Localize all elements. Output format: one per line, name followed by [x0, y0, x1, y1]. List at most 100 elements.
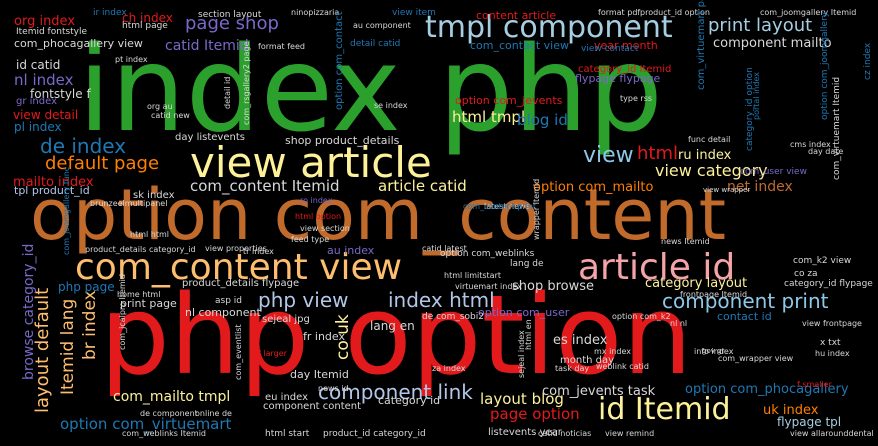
word-cloud-term: product_details category_id: [85, 245, 196, 254]
word-cloud-term: au component: [353, 21, 411, 30]
word-cloud-term: sejeal jpg: [262, 314, 310, 325]
word-cloud-term: wrapper Itemid: [532, 178, 541, 240]
word-cloud-term: com_jevents task: [542, 384, 656, 399]
word-cloud-term: brunzeelmultipanel: [90, 199, 168, 208]
word-cloud-term: catid new: [151, 111, 190, 120]
word-cloud-term: html en: [524, 319, 533, 350]
word-cloud-term: br index: [80, 290, 100, 360]
word-cloud-term: index php: [78, 20, 663, 158]
word-cloud-term: ro index: [300, 196, 333, 205]
word-cloud-term: Itemid fontstyle: [16, 27, 88, 37]
word-cloud-term: component mailto: [713, 36, 832, 51]
word-cloud-term: html page: [122, 21, 168, 31]
word-cloud-term: eu index: [265, 392, 309, 403]
word-cloud-term: product_id option: [640, 8, 710, 17]
word-cloud-term: component content: [263, 401, 362, 412]
word-cloud-term: latest news: [484, 202, 530, 211]
word-cloud-term: feed type: [291, 235, 330, 244]
word-cloud-term: view article: [190, 138, 432, 187]
word-cloud-term: pl index: [14, 120, 62, 134]
word-cloud-term: option com_weblinks: [440, 249, 535, 259]
word-cloud-term: contact id: [717, 310, 772, 323]
word-cloud-term: sk index: [133, 190, 175, 201]
word-cloud-term: section layout: [198, 10, 262, 20]
word-cloud-term: detail id: [223, 76, 232, 109]
word-cloud-term: ru index: [678, 148, 732, 163]
word-cloud-term: option com_k2: [612, 312, 671, 321]
word-cloud-term: f larger: [258, 349, 287, 358]
word-cloud-term: hu index: [815, 349, 850, 358]
word-cloud-term: org index: [14, 14, 76, 29]
word-cloud-term: view remind: [605, 429, 655, 438]
word-cloud-term: nl component: [185, 306, 261, 319]
word-cloud-term: func detail: [688, 135, 731, 144]
word-cloud-term: tpl product_id: [14, 184, 90, 197]
word-cloud-term: com_eventlist: [234, 324, 243, 380]
word-cloud-term: option com_joomgallery: [820, 11, 830, 120]
word-cloud-term: pt index: [115, 55, 148, 64]
word-cloud-term: com_contact view: [470, 39, 569, 52]
word-cloud-term: category_id Itemid: [578, 64, 672, 75]
word-cloud-term: option com_virtuemart: [60, 415, 232, 433]
word-cloud-term: home html: [117, 290, 161, 299]
word-cloud-term: day date: [808, 147, 844, 156]
word-cloud-term: org au: [147, 102, 173, 111]
word-cloud-term: page shop: [185, 13, 279, 34]
word-cloud-term: task day: [555, 364, 590, 373]
word-cloud-term: option com_mailto: [533, 180, 654, 195]
word-cloud-term: php view: [258, 288, 349, 312]
word-cloud-term: com_joomgallery Itemid: [760, 8, 857, 17]
word-cloud-term: com_jcalpro Itemid: [118, 274, 127, 350]
word-cloud-term: html option: [295, 212, 342, 221]
word-cloud-term: fontstyle f: [30, 87, 91, 101]
word-cloud-term: format pdf: [598, 8, 641, 17]
word-cloud-term: com_phocagallery view: [14, 37, 143, 50]
word-cloud-term: page option: [490, 405, 580, 423]
word-cloud-term: html html: [130, 230, 169, 239]
word-cloud-term: catid latest: [422, 244, 467, 253]
word-cloud-term: ch index: [122, 11, 173, 25]
word-cloud-term: asp id: [215, 296, 242, 306]
word-cloud-term: html limitstart: [444, 271, 501, 280]
word-cloud-term: day listevents: [175, 132, 245, 143]
word-cloud-term: tmpl component: [425, 10, 673, 45]
word-cloud-term: online de: [195, 409, 232, 418]
word-cloud-term: de com_sobi2: [422, 312, 484, 322]
word-cloud-term: product_id category_id: [323, 429, 426, 439]
word-cloud-term: de component: [140, 409, 198, 418]
word-cloud-term: view contact: [581, 44, 639, 54]
word-cloud-term: html start: [265, 429, 310, 439]
word-cloud-term: category_id flypage: [784, 279, 873, 289]
word-cloud-term: view properties: [205, 244, 267, 253]
word-cloud-term: article id: [578, 247, 736, 288]
word-cloud-term: x txt: [820, 338, 841, 348]
word-cloud-term: com_user view: [740, 167, 807, 177]
word-cloud-term: tr index: [243, 247, 274, 256]
word-cloud-term: cms index: [790, 140, 831, 149]
word-cloud-term: option com_contact: [334, 11, 345, 110]
word-cloud-term: view detail: [13, 108, 79, 122]
word-cloud-term: category layout: [645, 276, 748, 291]
word-cloud-term: frontpage Itemid: [680, 290, 748, 299]
word-cloud-term: com_content view: [75, 247, 403, 288]
word-cloud-term: option com_phocagallery: [685, 382, 849, 397]
word-cloud-term: option com_jevents: [455, 94, 563, 107]
word-cloud-term: html: [637, 143, 679, 164]
word-cloud-term: com_joomgallery func: [62, 166, 71, 255]
word-cloud-term: cz index: [863, 42, 873, 80]
word-cloud-term: view: [583, 143, 634, 168]
word-cloud-term: mailto index: [13, 175, 94, 190]
word-cloud-term: detail catid: [350, 39, 401, 49]
word-cloud-term: product_details flypage: [182, 278, 300, 289]
word-cloud-term: za index: [432, 364, 466, 373]
word-cloud-term: ninopizzaria: [291, 8, 340, 17]
word-cloud-term: lang de: [510, 259, 544, 269]
word-cloud-term: portal index: [752, 72, 761, 120]
word-cloud-term: com_virtuemart page: [696, 0, 707, 90]
word-cloud-term: net index: [727, 179, 793, 195]
word-cloud-term: uk index: [763, 403, 819, 418]
word-cloud-term: com_weblinks Itemid: [122, 429, 206, 438]
word-cloud-term: com_mailto tmpl: [113, 389, 231, 405]
word-cloud-term: print page: [120, 297, 177, 310]
